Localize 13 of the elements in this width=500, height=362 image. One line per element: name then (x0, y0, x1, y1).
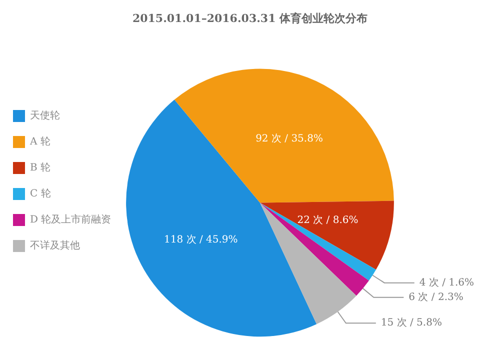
data-label: 15 次 / 5.8% (380, 318, 442, 329)
legend-label: D 轮及上市前融资 (30, 214, 112, 226)
legend-label: 不详及其他 (30, 240, 80, 252)
legend-label: A 轮 (29, 136, 50, 148)
legend-label: B 轮 (30, 162, 51, 174)
data-label: 118 次 / 45.9% (164, 234, 238, 246)
data-label: 4 次 / 1.6% (419, 277, 474, 288)
data-label: 22 次 / 8.6% (297, 214, 358, 226)
legend-label: 天使轮 (30, 110, 60, 122)
data-label: 6 次 / 2.3% (408, 292, 464, 303)
data-label: 92 次 / 35.8% (256, 134, 323, 145)
legend-label: C 轮 (30, 188, 51, 200)
chart-title: 2015.01.01–2016.03.31 体育创业轮次分布 (132, 12, 368, 25)
